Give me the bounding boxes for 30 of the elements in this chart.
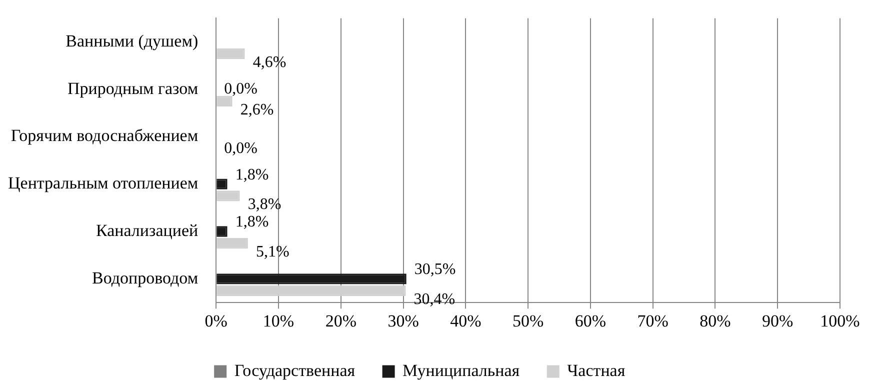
data-label: 1,8%: [235, 214, 269, 231]
data-label: 4,6%: [252, 54, 286, 71]
x-tick-label: 80%: [700, 311, 731, 330]
data-label: 0,0%: [224, 80, 258, 98]
x-tick-label: 60%: [574, 311, 606, 330]
x-tick-label: 100%: [820, 311, 860, 330]
x-tick-label: 50%: [512, 311, 544, 330]
data-label: 3,8%: [248, 196, 282, 214]
x-tick-label: 0%: [204, 311, 228, 330]
x-tick-label: 70%: [637, 311, 668, 330]
x-tick-label: 40%: [450, 311, 482, 330]
legend-label: Муниципальная: [402, 360, 520, 380]
y-tick-label: Канализацией: [96, 220, 198, 240]
y-tick-label: Природным газом: [67, 78, 198, 98]
data-label: 1,8%: [235, 166, 269, 184]
x-tick-label: 90%: [762, 311, 794, 330]
data-label: 5,1%: [256, 244, 290, 261]
data-label: 30,5%: [414, 261, 456, 278]
x-tick-label: 10%: [262, 311, 294, 330]
legend-label: Частная: [567, 360, 626, 380]
y-tick-label: Водопроводом: [92, 268, 198, 288]
data-label: 30,4%: [414, 290, 456, 308]
y-tick-label: Центральным отоплением: [8, 174, 198, 193]
data-label: 0,0%: [224, 140, 258, 157]
x-tick-label: 30%: [388, 311, 419, 330]
y-tick-label: Ванными (душем): [66, 31, 198, 50]
data-label: 2,6%: [240, 101, 274, 118]
x-tick-label: 20%: [325, 311, 356, 330]
legend-label: Государственная: [234, 360, 356, 380]
y-tick-label: Горячим водоснабжением: [10, 126, 198, 146]
